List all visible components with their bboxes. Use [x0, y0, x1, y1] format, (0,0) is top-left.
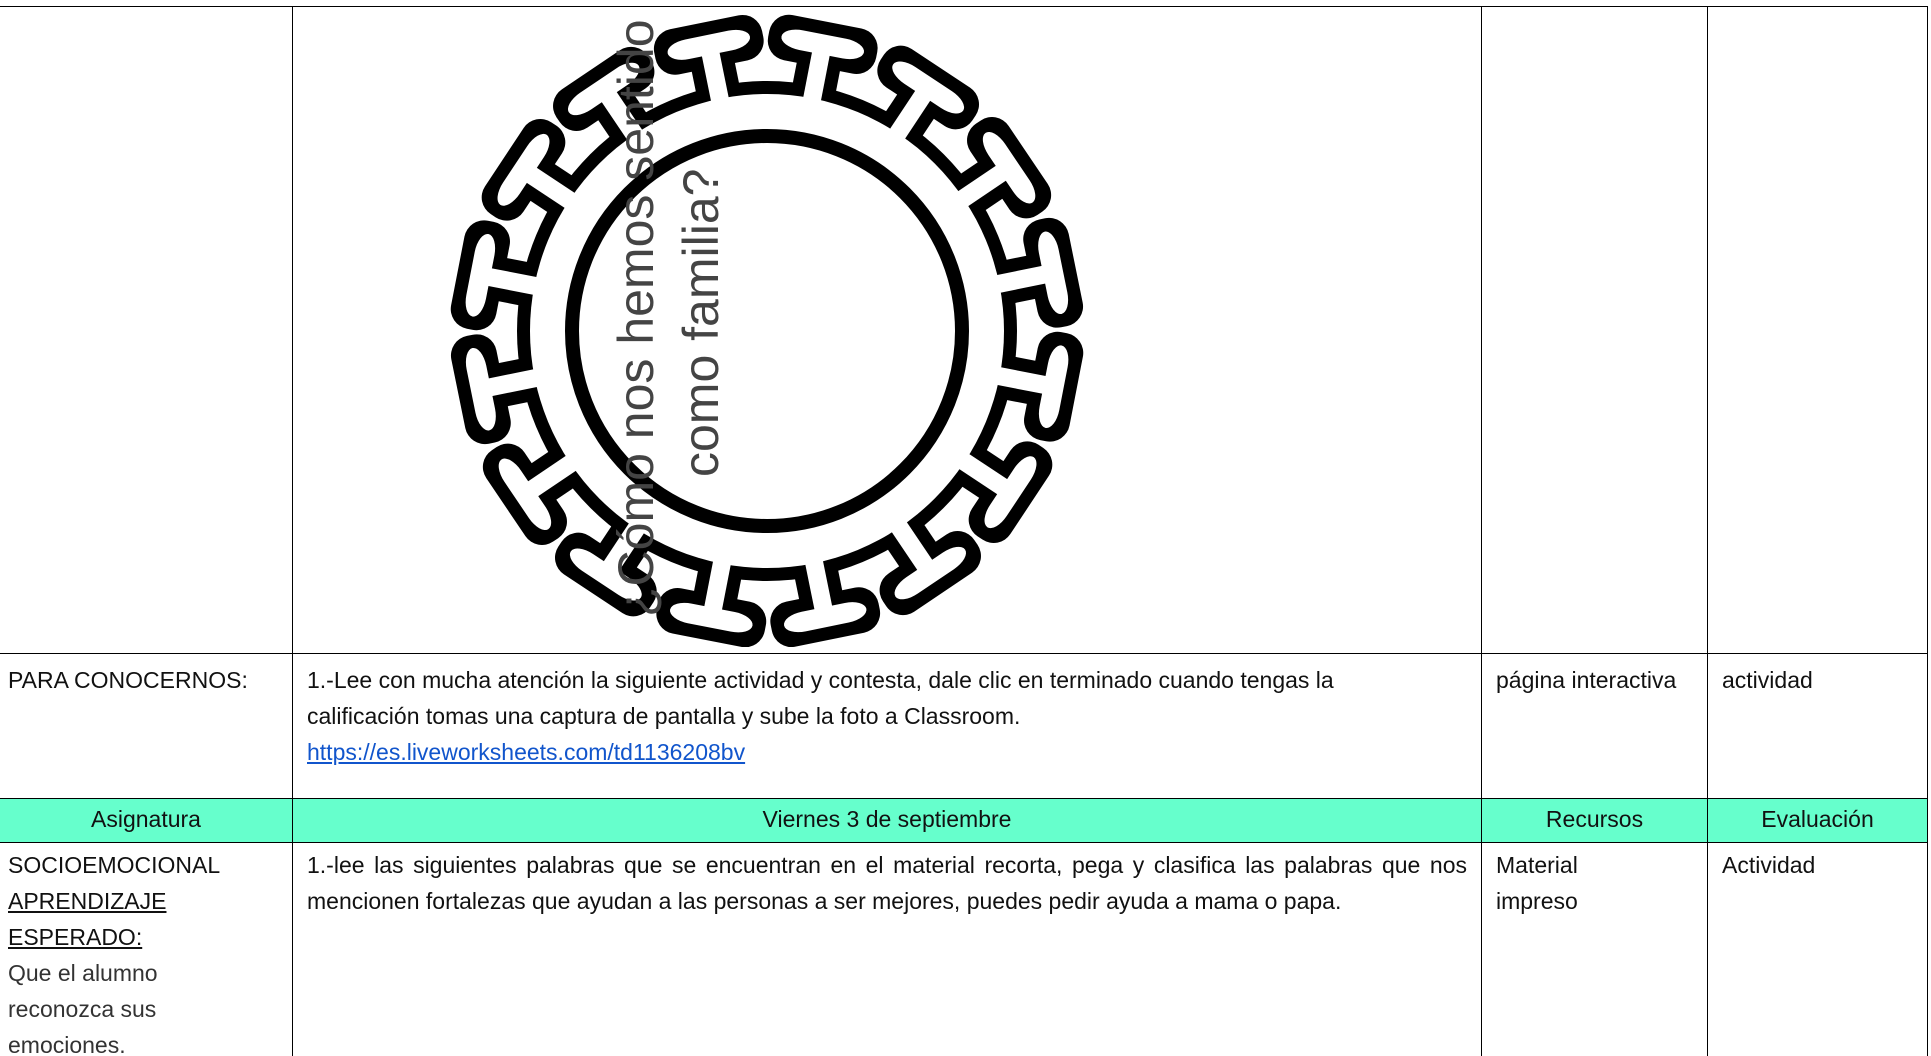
row-label: PARA CONOCERNOS: — [0, 653, 293, 799]
evaluation-cell: actividad — [1707, 653, 1928, 799]
virus-part — [498, 458, 552, 531]
cell — [0, 6, 293, 654]
activity-text: 1.-Lee con mucha atención la siguiente a… — [307, 667, 1334, 729]
header-cell: Evaluación — [1707, 798, 1928, 843]
activity-cell: 1.-Lee con mucha atención la siguiente a… — [292, 653, 1482, 799]
image-cell: ¿Cómo nos hemos sentido como familia? — [292, 6, 1482, 654]
virus-part — [984, 456, 1037, 529]
virus-part — [1038, 345, 1069, 429]
virus-drawing: ¿Cómo nos hemos sentido como familia? — [450, 14, 1084, 647]
virus-part — [530, 94, 1004, 568]
virus-part — [465, 347, 496, 431]
subject: SOCIOEMOCIONAL — [8, 852, 221, 878]
resources-cell: página interactiva — [1481, 653, 1708, 799]
virus-part — [783, 602, 867, 633]
subject-cell: SOCIOEMOCIONAL APRENDIZAJE ESPERADO: Que… — [0, 842, 293, 1056]
resources-text: Material impreso — [1496, 852, 1578, 914]
virus-part — [669, 602, 753, 633]
link[interactable]: https://es.liveworksheets.com/td1136208b… — [307, 739, 746, 765]
caption-line: como familia? — [673, 169, 729, 477]
virus-part — [565, 129, 969, 533]
resources-cell: Material impreso — [1481, 842, 1708, 1056]
virus-part — [982, 131, 1036, 204]
goal: Que el alumno reconozca sus emociones. — [8, 960, 158, 1056]
virus-part — [667, 29, 751, 60]
virus-part — [569, 548, 642, 601]
caption-line: ¿Cómo nos hemos sentido — [608, 19, 664, 617]
virus-part — [1038, 231, 1069, 315]
activity-cell: 1.-lee las siguientes palabras que se en… — [292, 842, 1482, 1056]
expected-label: APRENDIZAJE ESPERADO: — [8, 888, 167, 950]
header-cell: Viernes 3 de septiembre — [292, 798, 1482, 843]
virus-part — [465, 233, 496, 317]
cell — [1481, 6, 1708, 654]
virus-part — [497, 133, 550, 206]
virus-part — [892, 61, 965, 114]
header-cell: Recursos — [1481, 798, 1708, 843]
virus-part — [567, 62, 640, 116]
virus — [450, 14, 1084, 647]
cell — [1707, 6, 1928, 654]
virus-part — [781, 29, 865, 60]
header-cell: Asignatura — [0, 798, 293, 843]
evaluation-cell: Actividad — [1707, 842, 1928, 1056]
virus-part — [894, 546, 967, 600]
